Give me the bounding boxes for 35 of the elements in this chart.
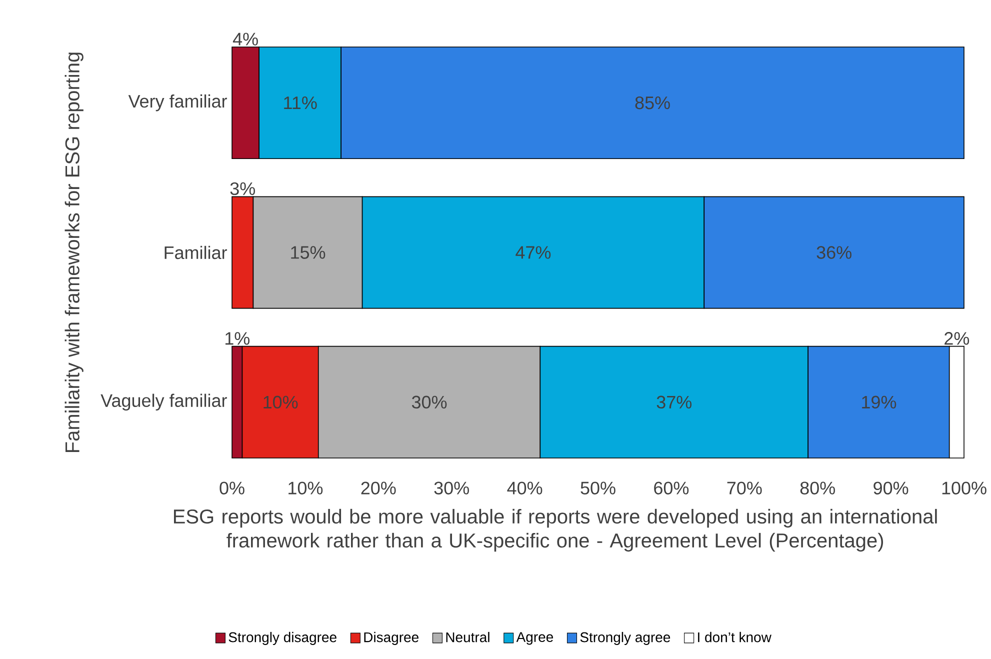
x-tick-label: 100% (942, 482, 986, 494)
y-tick-label: Familiar (164, 246, 227, 260)
x-tick-label: 10% (288, 482, 323, 494)
x-axis-title: ESG reports would be more valuable if reports were developed using an international framework rather than a UK-specific one - Agreement Level (Percentage) (174, 508, 937, 552)
data-label: 85% (635, 96, 670, 110)
y-axis-title: Familiarity with frameworks for ESG reporting (64, 52, 84, 452)
y-tick-label: Very familiar (128, 94, 227, 112)
legend-label: Strongly agree (580, 632, 670, 645)
data-label: 37% (656, 396, 692, 409)
x-tick-label: 20% (361, 482, 396, 494)
x-tick-label: 50% (580, 482, 616, 494)
x-tick-label: 80% (800, 482, 835, 494)
x-tick-label: 30% (434, 482, 469, 494)
data-label: 11% (284, 96, 317, 110)
data-label: 2% (944, 332, 970, 345)
x-tick-label: 90% (874, 482, 908, 494)
legend-label: Disagree (364, 632, 418, 645)
legend-label: Agree (516, 632, 554, 645)
data-label: 30% (412, 396, 447, 409)
data-label: 36% (816, 246, 852, 259)
data-label: 1% (226, 332, 250, 345)
legend-label: Neutral (446, 632, 490, 642)
data-label: 19% (862, 396, 896, 409)
x-tick-label: 60% (654, 482, 689, 494)
legend-label: Strongly disagree (228, 632, 336, 645)
legend-label: I don’t know (698, 632, 772, 642)
x-tick-label: 40% (507, 482, 542, 494)
data-label: 3% (230, 182, 255, 196)
y-tick-label: Vaguely familiar (100, 394, 227, 411)
data-label: 10% (264, 396, 298, 409)
data-label: 4% (232, 32, 258, 46)
data-label: 47% (516, 246, 551, 259)
data-label: 15% (291, 246, 326, 259)
x-tick-label: 70% (727, 482, 762, 494)
x-tick-label: 0% (220, 482, 244, 494)
